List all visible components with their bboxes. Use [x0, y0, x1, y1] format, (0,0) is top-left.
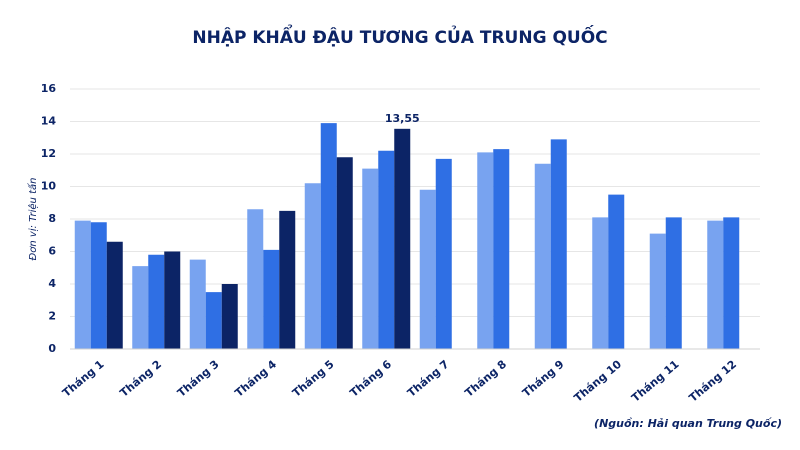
bar: [419, 189, 436, 349]
bar: [707, 220, 724, 349]
bar: [320, 123, 337, 349]
bar: [221, 284, 238, 349]
x-tick-label: Tháng 9: [520, 358, 567, 400]
x-tick-label: Tháng 10: [572, 357, 625, 404]
y-tick-label: 16: [41, 82, 57, 95]
bar: [279, 210, 296, 349]
y-tick-label: 0: [48, 342, 56, 355]
x-tick-label: Tháng 7: [405, 358, 452, 400]
x-tick-label: Tháng 2: [117, 358, 164, 400]
bar: [550, 139, 567, 349]
x-tick-label: Tháng 11: [629, 358, 681, 405]
bar: [148, 254, 165, 349]
bar: [132, 266, 149, 349]
bar: [592, 217, 609, 349]
y-tick-label: 12: [41, 147, 56, 160]
bar: [493, 149, 510, 349]
y-axis-title: Đơn vị: Triệu tấn: [27, 178, 39, 261]
x-tick-label: Tháng 5: [290, 358, 337, 400]
y-tick-label: 4: [48, 277, 56, 290]
x-tick-label: Tháng 1: [60, 358, 107, 400]
y-tick-label: 14: [41, 115, 57, 128]
y-tick-label: 2: [48, 310, 56, 323]
bar: [394, 128, 411, 349]
bar: [435, 158, 452, 349]
bar: [477, 152, 494, 349]
y-tick-label: 8: [48, 212, 56, 225]
bar: [378, 150, 395, 349]
bar: [189, 259, 206, 349]
x-tick-label: Tháng 12: [687, 358, 739, 405]
y-tick-label: 10: [41, 180, 57, 193]
bar: [106, 241, 123, 349]
bar: [263, 249, 280, 349]
bar: [723, 217, 740, 349]
bar: [74, 220, 91, 349]
bar: [304, 183, 321, 349]
x-tick-label: Tháng 8: [462, 358, 509, 400]
x-tick-label: Tháng 6: [347, 357, 394, 399]
x-tick-label: Tháng 3: [175, 358, 222, 400]
bar: [649, 233, 666, 349]
bar: [608, 194, 625, 349]
chart-title: NHẬP KHẨU ĐẬU TƯƠNG CỦA TRUNG QUỐC: [192, 23, 607, 48]
y-tick-label: 6: [48, 245, 56, 258]
bar: [164, 251, 181, 349]
bar: [90, 222, 107, 349]
source-note: (Nguồn: Hải quan Trung Quốc): [594, 417, 782, 430]
bar: [534, 163, 551, 349]
bar: [247, 209, 264, 349]
bar: [362, 168, 379, 349]
bar: [665, 217, 682, 349]
bar: [205, 292, 222, 349]
x-tick-label: Tháng 4: [232, 357, 279, 399]
bar: [336, 157, 353, 349]
data-label: 13,55: [385, 112, 420, 125]
